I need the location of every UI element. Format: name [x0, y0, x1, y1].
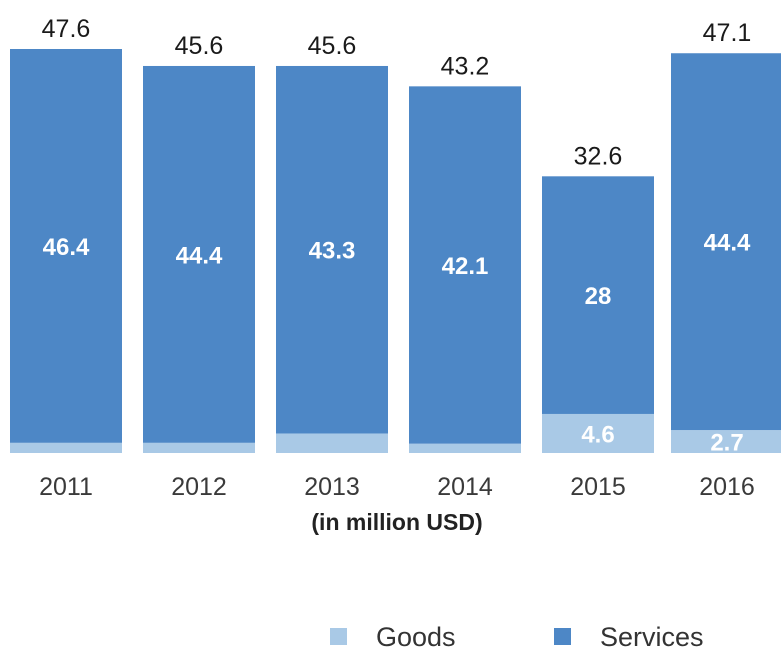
segment-label-goods-2016: 2.7 — [710, 430, 743, 457]
bar-services-2016 — [671, 53, 781, 431]
total-label-2014: 43.2 — [441, 52, 490, 80]
segment-label-goods-2015: 4.6 — [581, 421, 614, 448]
legend-swatch-goods — [330, 628, 347, 645]
segment-label-services-2016: 44.4 — [704, 230, 751, 257]
bar-services-2015 — [542, 176, 654, 414]
segment-label-services-2015: 28 — [585, 283, 612, 310]
x-tick-2013: 2013 — [304, 473, 360, 501]
legend-label-services: Services — [600, 622, 704, 650]
bar-goods-2012 — [143, 442, 255, 453]
bar-goods-2013 — [276, 433, 388, 453]
labels-layer: 46.4 47.6 2011 44.4 45.6 2012 43.3 45.6 2013 42.1… — [39, 15, 755, 501]
total-label-2016: 47.1 — [703, 19, 752, 47]
bar-services-2011 — [10, 49, 122, 443]
bar-goods-2014 — [409, 443, 521, 453]
bar-services-2013 — [276, 65, 388, 434]
legend-label-goods: Goods — [376, 622, 456, 650]
legend: Goods Services — [330, 622, 704, 652]
total-label-2011: 47.6 — [42, 15, 91, 43]
bar-goods-2015 — [542, 413, 654, 453]
bar-goods-2016 — [671, 430, 781, 453]
total-label-2013: 45.6 — [308, 32, 357, 60]
legend-swatch-services — [554, 628, 571, 645]
bars-layer — [10, 49, 781, 453]
x-tick-2014: 2014 — [437, 473, 493, 501]
x-tick-2016: 2016 — [699, 473, 755, 501]
x-axis-caption: (in million USD) — [311, 509, 482, 535]
x-tick-2011: 2011 — [39, 473, 93, 501]
segment-label-services-2013: 43.3 — [309, 238, 356, 265]
total-label-2015: 32.6 — [574, 142, 623, 170]
segment-label-services-2011: 46.4 — [43, 234, 90, 261]
bar-services-2012 — [143, 65, 255, 443]
total-label-2012: 45.6 — [175, 32, 224, 60]
x-tick-2015: 2015 — [570, 473, 626, 501]
bar-goods-2011 — [10, 442, 122, 453]
segment-label-services-2014: 42.1 — [442, 253, 489, 280]
x-tick-2012: 2012 — [171, 473, 227, 501]
bar-services-2014 — [409, 86, 521, 444]
segment-label-services-2012: 44.4 — [176, 242, 223, 269]
